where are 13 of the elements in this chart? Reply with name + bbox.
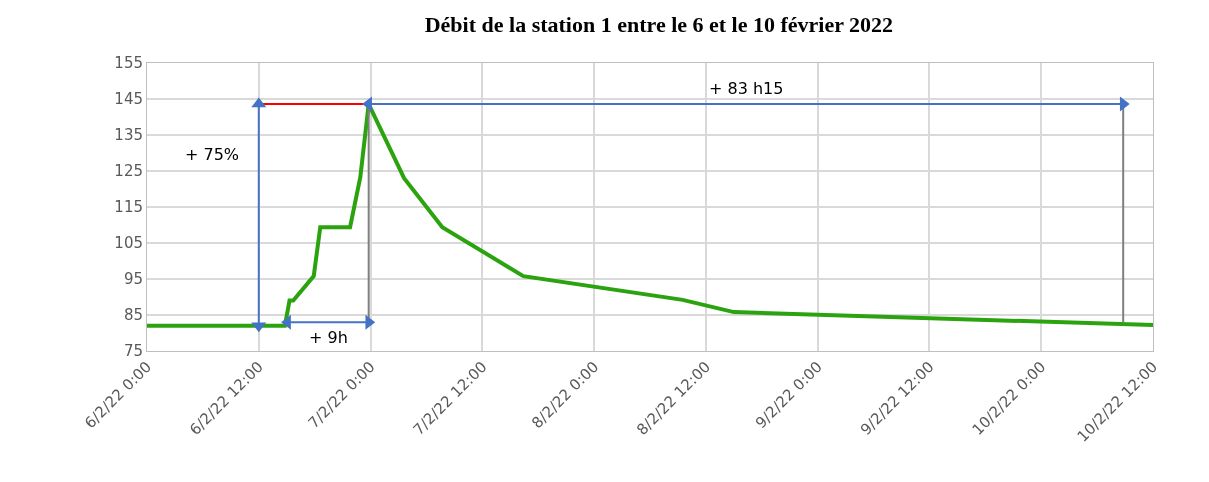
y-tick-label: 145 (114, 90, 143, 109)
y-tick-label: 85 (123, 306, 143, 325)
annotation: + 9h (309, 328, 348, 347)
y-tick-label: 105 (114, 234, 143, 253)
y-tick-label: 75 (123, 342, 143, 361)
y-tick-label: 95 (123, 270, 143, 289)
annotation: + 83 h15 (709, 79, 784, 98)
y-tick-label: 135 (114, 126, 143, 145)
y-tick-label: 125 (114, 162, 143, 181)
chart-title: Débit de la station 1 entre le 6 et le 10 février 2022 (424, 11, 894, 37)
y-tick-label: 115 (114, 198, 143, 217)
annotation: + 75% (185, 145, 240, 164)
y-tick-label: 155 (114, 54, 143, 73)
